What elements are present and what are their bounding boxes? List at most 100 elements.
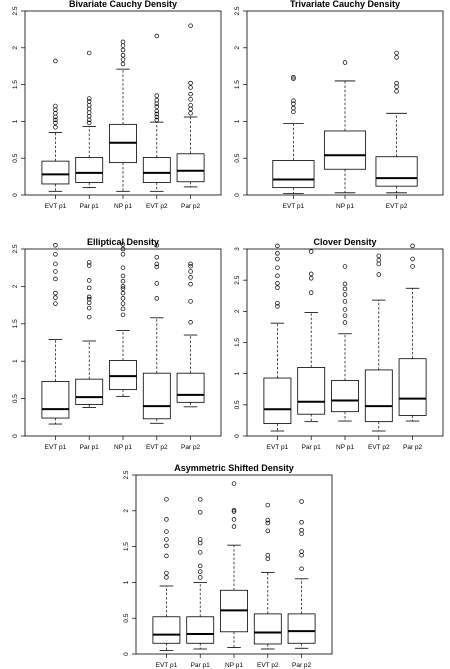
outlier-point	[54, 291, 58, 295]
outlier-point	[300, 567, 304, 571]
outlier-point	[309, 272, 313, 276]
boxplot-par-p2	[177, 24, 204, 187]
boxplot-evt-p2	[365, 254, 392, 431]
outlier-point	[198, 564, 202, 568]
y-tick-label: 0.5	[12, 153, 19, 162]
y-tick-label: 2	[234, 46, 241, 50]
outlier-point	[232, 525, 236, 529]
outlier-point	[309, 276, 313, 280]
boxplot-par-p1	[187, 497, 214, 649]
outlier-point	[377, 258, 381, 262]
y-tick-label: 1	[234, 371, 241, 375]
outlier-point	[121, 58, 125, 62]
outlier-point	[276, 286, 280, 290]
boxplot-par-p2	[177, 262, 204, 407]
outlier-point	[87, 306, 91, 310]
outlier-point	[189, 299, 193, 303]
y-tick-label: 3	[234, 247, 241, 251]
outlier-point	[377, 254, 381, 258]
y-tick-label: 1.5	[12, 319, 19, 328]
outlier-point	[87, 301, 91, 305]
box	[76, 157, 103, 182]
outlier-point	[54, 125, 58, 129]
y-tick-label: 0	[234, 434, 241, 438]
outlier-point	[309, 250, 313, 254]
outlier-point	[121, 266, 125, 270]
boxplot-np-p1	[109, 40, 136, 191]
outlier-point	[54, 243, 58, 247]
x-tick-label: EVT p1	[45, 203, 67, 210]
y-tick-label: 0.5	[12, 394, 19, 403]
outlier-point	[189, 107, 193, 111]
x-tick-label: EVT p1	[156, 662, 178, 669]
outlier-point	[121, 313, 125, 317]
outlier-point	[343, 265, 347, 269]
x-tick-label: Par p2	[181, 444, 201, 451]
x-tick-label: NP p1	[114, 203, 132, 210]
outlier-point	[343, 282, 347, 286]
outlier-point	[189, 270, 193, 274]
outlier-point	[276, 266, 280, 270]
x-tick-label: Par p1	[191, 662, 211, 669]
outlier-point	[395, 85, 399, 89]
outlier-point	[276, 281, 280, 285]
y-tick-label: 0	[12, 434, 19, 438]
outlier-point	[121, 307, 125, 311]
outlier-point	[198, 510, 202, 514]
x-tick-label: Par p2	[403, 444, 423, 451]
outlier-point	[121, 44, 125, 48]
x-tick-label: Par p2	[181, 203, 201, 210]
chart-panel: Elliptical Density00.511.522.5EVT p1 Par …	[12, 237, 221, 451]
outlier-point	[87, 103, 91, 107]
y-tick-label: 0	[123, 652, 130, 656]
y-tick-label: 1	[12, 119, 19, 123]
outlier-point	[395, 81, 399, 85]
boxplot-par-p2	[288, 500, 315, 649]
outlier-point	[155, 296, 159, 300]
boxplot-par-p2	[399, 244, 426, 421]
outlier-point	[165, 571, 169, 575]
x-tick-label: NP p1	[336, 444, 354, 451]
y-tick-label: 1.5	[123, 542, 130, 551]
outlier-point	[189, 92, 193, 96]
y-tick-label: 2	[123, 509, 130, 513]
outlier-point	[198, 570, 202, 574]
boxplot-np-p1	[324, 61, 365, 193]
outlier-point	[276, 257, 280, 261]
y-tick-label: 2	[12, 46, 19, 50]
boxplot-evt-p2	[143, 34, 170, 191]
y-tick-label: 2.5	[234, 275, 241, 284]
outlier-point	[343, 61, 347, 65]
chart-title: Bivariate Cauchy Density	[69, 0, 177, 9]
outlier-point	[155, 34, 159, 38]
chart-panel: Clover Density 0 0.5 1 1.5 2 2.5 3 EVT p1 Par p1 N…	[234, 237, 443, 451]
outlier-point	[121, 252, 125, 256]
y-tick-label: 2.5	[12, 244, 19, 253]
outlier-point	[276, 251, 280, 255]
y-tick-label: 2	[234, 309, 241, 313]
y-tick-label: 1.5	[234, 80, 241, 89]
boxplot-evt-p1	[264, 244, 291, 431]
outlier-point	[189, 111, 193, 115]
outlier-point	[54, 108, 58, 112]
outlier-point	[121, 53, 125, 57]
y-tick-label: 2.5	[234, 6, 241, 15]
x-tick-label: Par p1	[302, 444, 322, 451]
outlier-point	[87, 315, 91, 319]
box	[143, 373, 170, 419]
outlier-point	[232, 482, 236, 486]
outlier-point	[276, 274, 280, 278]
box	[109, 360, 136, 389]
outlier-point	[189, 282, 193, 286]
outlier-point	[198, 538, 202, 542]
outlier-point	[121, 48, 125, 52]
outlier-point	[165, 517, 169, 521]
box	[264, 378, 291, 424]
outlier-point	[343, 287, 347, 291]
y-tick-label: 0.5	[234, 400, 241, 409]
outlier-point	[54, 270, 58, 274]
outlier-point	[54, 296, 58, 300]
outlier-point	[377, 273, 381, 277]
outlier-point	[377, 262, 381, 266]
